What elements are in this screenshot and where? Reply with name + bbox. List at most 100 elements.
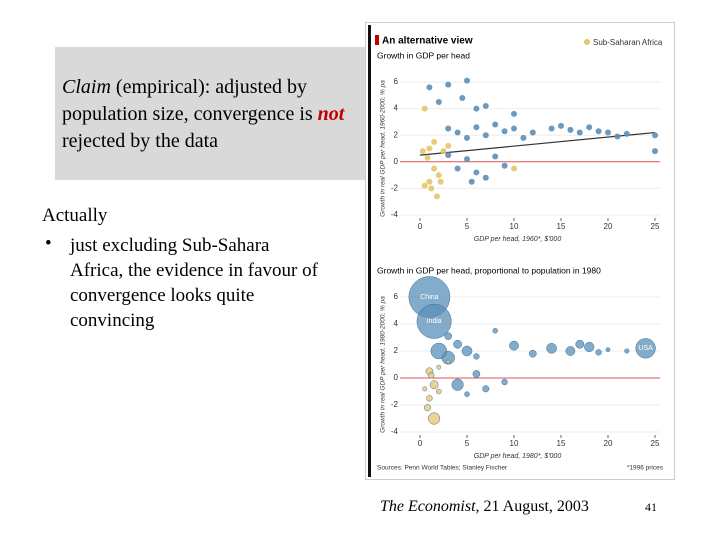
point <box>567 126 574 133</box>
point <box>454 165 461 172</box>
x-tick-label: 0 <box>418 439 423 448</box>
claim-mid: (empirical): adjusted by population size… <box>62 76 318 125</box>
x-tick-label: 20 <box>604 222 613 231</box>
point <box>511 110 517 117</box>
point <box>416 303 452 339</box>
x-tick-label: 5 <box>465 439 470 448</box>
point <box>451 378 464 391</box>
y-tick-label: 6 <box>394 77 399 86</box>
point <box>652 148 658 155</box>
point <box>426 395 433 402</box>
point <box>431 138 438 145</box>
point <box>419 148 426 155</box>
actually: Actually <box>42 205 108 226</box>
x-tick-label: 0 <box>418 222 423 231</box>
point <box>437 178 444 185</box>
point <box>529 129 536 136</box>
point <box>445 125 452 132</box>
point <box>623 130 630 137</box>
y-tick-label: 2 <box>394 346 399 355</box>
point <box>421 105 428 112</box>
point <box>482 174 489 181</box>
point <box>444 332 453 340</box>
y-tick-label: -4 <box>391 210 399 219</box>
y-tick-label: 6 <box>394 292 399 301</box>
point <box>595 128 602 135</box>
y-tick-label: -2 <box>391 400 399 409</box>
point <box>436 388 442 395</box>
y-tick-label: 0 <box>394 373 399 382</box>
x-tick-label: 5 <box>465 222 470 231</box>
point <box>435 98 442 105</box>
claim-text: Claim (empirical): adjusted by populatio… <box>62 74 362 155</box>
y-tick-label: -4 <box>391 427 399 436</box>
figure-frame <box>365 22 675 480</box>
point <box>468 178 475 185</box>
point <box>428 185 435 192</box>
x-tick-label: 25 <box>651 439 660 448</box>
bubble-label: USA <box>638 345 653 352</box>
legend-label: Sub-Saharan Africa <box>593 38 663 47</box>
point <box>433 193 440 200</box>
point <box>473 124 480 131</box>
point <box>511 165 517 172</box>
point <box>520 134 527 141</box>
x-tick-label: 15 <box>557 222 566 231</box>
point <box>528 349 537 358</box>
bullet-dot: • <box>45 233 52 254</box>
point <box>464 134 470 141</box>
point <box>482 385 490 393</box>
point <box>440 148 447 155</box>
point <box>584 341 595 353</box>
point <box>454 129 461 136</box>
figure-edge <box>368 25 371 477</box>
claim-emph: not <box>317 103 345 125</box>
point <box>558 122 564 129</box>
caption-source: The Economist <box>380 498 476 515</box>
point <box>430 342 448 360</box>
figure-title: An alternative view <box>382 36 473 47</box>
point <box>605 129 611 136</box>
point <box>492 121 499 128</box>
point <box>436 364 442 370</box>
point <box>431 165 438 172</box>
claim-box <box>55 47 365 180</box>
point <box>435 172 442 179</box>
point <box>509 340 519 351</box>
point <box>424 154 431 161</box>
note: *1996 prices <box>627 465 664 472</box>
chart-title: Growth in GDP per head <box>377 50 470 60</box>
point <box>492 327 498 334</box>
point <box>492 153 499 160</box>
point <box>429 380 439 390</box>
x-tick-label: 15 <box>557 439 566 448</box>
bubble-label: China <box>420 294 438 301</box>
x-axis-label: GDP per head, 1980*, $'000 <box>474 453 562 460</box>
x-axis-label: GDP per head, 1960*, $'000 <box>474 236 562 243</box>
y-tick-label: -2 <box>391 184 399 193</box>
claim-lead: Claim <box>62 76 111 98</box>
point <box>473 353 480 360</box>
point <box>482 132 489 139</box>
point <box>464 156 470 163</box>
point <box>482 102 489 109</box>
chart-title: Growth in GDP per head, proportional to … <box>377 265 601 275</box>
point <box>426 84 433 91</box>
y-axis-label: Growth in real GDP per head, 1960-2000, … <box>380 80 387 217</box>
point <box>501 162 508 169</box>
point <box>586 124 593 131</box>
point <box>453 339 462 349</box>
point <box>624 348 630 354</box>
figure: An alternative view Sub-Saharan Africa S… <box>365 22 675 480</box>
point <box>461 345 473 357</box>
sources: Sources: Penn World Tables; Stanley Fisc… <box>377 465 508 472</box>
point <box>428 372 435 379</box>
point <box>459 94 466 101</box>
point <box>546 343 557 354</box>
point <box>548 125 555 132</box>
point <box>472 370 481 378</box>
point <box>501 378 508 386</box>
point <box>652 132 658 139</box>
point <box>428 412 441 425</box>
